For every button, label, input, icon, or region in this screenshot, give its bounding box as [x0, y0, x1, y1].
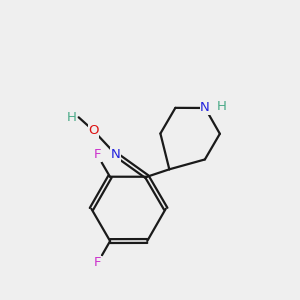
Text: H: H [217, 100, 226, 113]
Text: H: H [66, 111, 76, 124]
Text: N: N [200, 101, 210, 115]
Text: F: F [94, 256, 101, 269]
Text: N: N [111, 148, 121, 161]
Text: O: O [88, 124, 99, 137]
Text: F: F [94, 148, 101, 161]
